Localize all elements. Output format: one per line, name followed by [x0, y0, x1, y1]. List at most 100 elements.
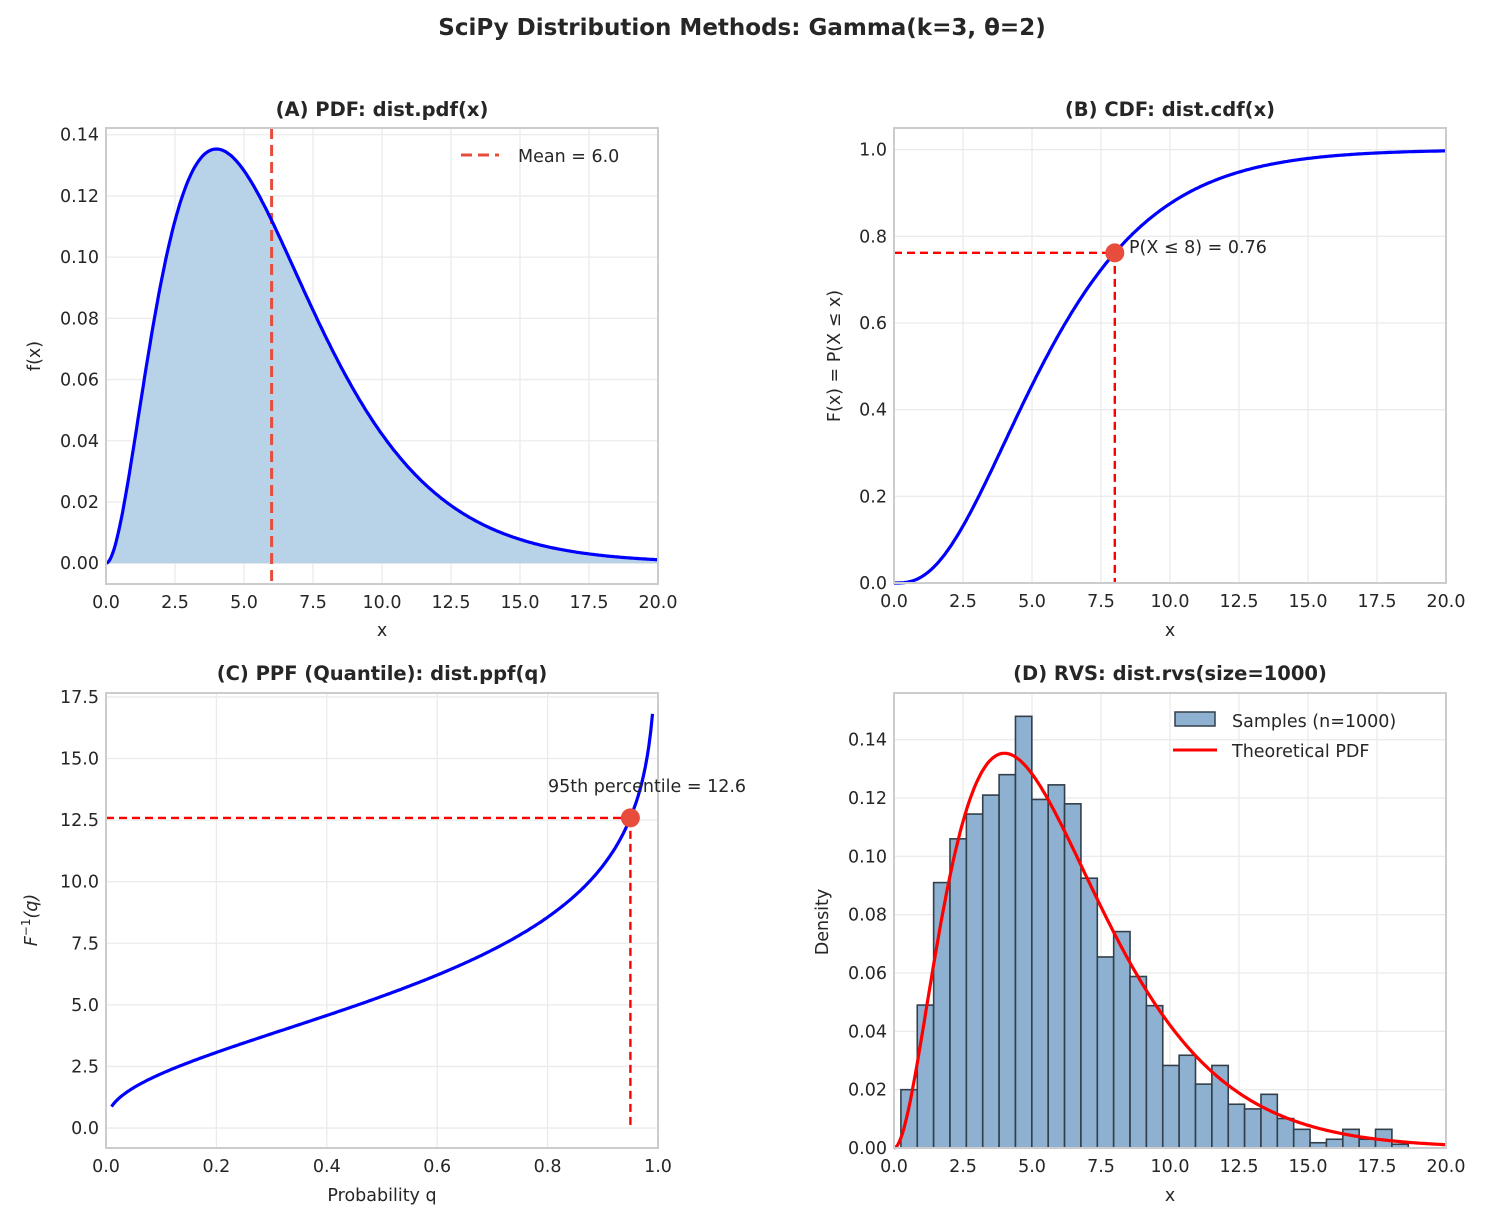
histogram-bar	[1047, 784, 1066, 1149]
panel-b-title: (B) CDF: dist.cdf(x)	[1065, 98, 1275, 121]
panel-b-annotation: P(X ≤ 8) = 0.76	[1129, 238, 1267, 258]
panel-c-ytick-label: 10.0	[60, 873, 99, 893]
panel-b-xtick-label: 20.0	[1427, 592, 1466, 612]
panel-b-xtick-label: 2.5	[949, 592, 977, 612]
histogram-bar	[900, 1088, 919, 1149]
panel-b-ylabel: F(x) = P(X ≤ x)	[825, 290, 845, 422]
panel-a-xtick-label: 17.5	[570, 593, 609, 613]
histogram-bar	[1063, 803, 1082, 1149]
panel-c-title: (C) PPF (Quantile): dist.ppf(q)	[217, 662, 548, 685]
panel-c-ytick-label: 2.5	[71, 1057, 99, 1077]
histogram-bar	[916, 1004, 935, 1149]
panel-c-axes-frame	[105, 692, 659, 1149]
histogram-bar	[1145, 1004, 1164, 1149]
panel-c-grid	[105, 693, 659, 1148]
histogram-bar	[965, 813, 984, 1149]
panel-c-xtick-label: 0.6	[423, 1157, 451, 1177]
panel-c-xticks: 0.0 0.2 0.4 0.6 0.8 1.0	[92, 1157, 672, 1177]
theoretical-pdf-curve	[893, 751, 1447, 1150]
panel-d-xtick-label: 10.0	[1151, 1157, 1190, 1177]
panel-b-ytick-label: 0.4	[859, 401, 887, 421]
panel-b-xtick-label: 17.5	[1358, 592, 1397, 612]
histogram-bar	[1080, 877, 1099, 1149]
panel-c-xtick-label: 0.2	[202, 1157, 230, 1177]
histogram-bar	[1227, 1103, 1246, 1149]
panel-c-ylabel-arg: (q)	[22, 894, 42, 919]
histogram-bar	[1129, 975, 1148, 1149]
histogram-bar	[1276, 1117, 1295, 1149]
panel-a-xtick-label: 20.0	[639, 593, 678, 613]
histogram-bar	[1031, 798, 1050, 1149]
panel-a-ytick-label: 0.06	[60, 371, 99, 391]
histogram-bar	[1178, 1054, 1197, 1149]
panel-d-ytick-label: 0.10	[848, 847, 887, 867]
panel-d-ytick-label: 0.06	[848, 964, 887, 984]
panel-d-ytick-label: 0.08	[848, 906, 887, 926]
histogram-bar	[949, 838, 968, 1149]
panel-a-ytick-label: 0.04	[60, 432, 99, 452]
panel-c-xtick-label: 0.0	[92, 1157, 120, 1177]
panel-d-ytick-label: 0.12	[848, 789, 887, 809]
cdf-curve	[894, 149, 1446, 585]
panel-b-grid	[893, 128, 1447, 584]
panel-a-yticks: 0.00 0.02 0.04 0.06 0.08 0.10 0.12 0.14	[60, 126, 99, 574]
panel-c-ppf: (C) PPF (Quantile): dist.ppf(q) 0.0 0.2 0.…	[19, 662, 746, 1206]
panel-b-xtick-label: 12.5	[1220, 592, 1259, 612]
pdf-curve	[105, 147, 659, 565]
panel-b-xticks: 0.0 2.5 5.0 7.5 10.0 12.5 15.0 17.5 20.0	[880, 592, 1465, 612]
panel-c-ytick-label: 15.0	[60, 750, 99, 770]
panel-a-ytick-label: 0.02	[60, 493, 99, 513]
panel-d-marks	[893, 715, 1447, 1150]
panel-c-xtick-label: 1.0	[644, 1157, 672, 1177]
panel-d-xtick-label: 15.0	[1289, 1157, 1328, 1177]
panel-b-ytick-label: 0.0	[859, 574, 887, 594]
panel-d-ytick-label: 0.14	[848, 731, 887, 751]
pdf-area-fill	[106, 149, 658, 564]
panel-d-ytick-label: 0.04	[848, 1022, 887, 1042]
panel-d-xtick-label: 20.0	[1427, 1157, 1466, 1177]
cdf-point-marker	[1105, 243, 1125, 263]
histogram-bar	[1161, 1064, 1180, 1149]
ppf-point-marker	[620, 808, 640, 828]
panel-a-xtick-label: 7.5	[299, 593, 327, 613]
figure-title: SciPy Distribution Methods: Gamma(k=3, θ…	[438, 15, 1045, 41]
panel-c-xlabel: Probability q	[327, 1186, 436, 1206]
panel-d-axes-frame	[893, 692, 1447, 1149]
panel-b-xtick-label: 7.5	[1087, 592, 1115, 612]
panel-d-xtick-label: 2.5	[949, 1157, 977, 1177]
panel-d-ytick-label: 0.02	[848, 1081, 887, 1101]
panel-a-xlabel: x	[377, 621, 387, 641]
panel-c-xtick-label: 0.4	[313, 1157, 341, 1177]
histogram-bar	[1194, 1083, 1213, 1149]
panel-d-yticks: 0.00 0.02 0.04 0.06 0.08 0.10 0.12 0.14	[848, 731, 887, 1159]
panel-b-yticks: 0.0 0.2 0.4 0.6 0.8 1.0	[859, 141, 887, 594]
panel-c-ytick-label: 12.5	[60, 811, 99, 831]
legend-samples-swatch	[1174, 711, 1216, 727]
panel-b-ytick-label: 0.2	[859, 487, 887, 507]
panel-a-ytick-label: 0.08	[60, 309, 99, 329]
panel-d-xtick-label: 5.0	[1018, 1157, 1046, 1177]
panel-a-axes-frame	[105, 127, 659, 585]
histogram-bar	[1292, 1128, 1311, 1149]
panel-b-xtick-label: 10.0	[1151, 592, 1190, 612]
panel-b-xtick-label: 0.0	[880, 592, 908, 612]
histogram-bar	[1358, 1138, 1377, 1149]
panel-d-xtick-label: 17.5	[1358, 1157, 1397, 1177]
panel-c-ytick-label: 5.0	[71, 996, 99, 1016]
legend-samples-label: Samples (n=1000)	[1232, 712, 1396, 732]
panel-b-ytick-label: 0.8	[859, 227, 887, 247]
panel-d-legend: Samples (n=1000) Theoretical PDF	[1173, 711, 1396, 762]
panel-d-xtick-label: 12.5	[1220, 1157, 1259, 1177]
panel-d-xtick-label: 7.5	[1087, 1157, 1115, 1177]
panel-b-ytick-label: 1.0	[859, 141, 887, 161]
histogram-bar	[998, 773, 1017, 1149]
panel-a-xtick-label: 0.0	[92, 593, 120, 613]
panel-a-xtick-label: 15.0	[501, 593, 540, 613]
panel-a-ytick-label: 0.12	[60, 187, 99, 207]
panel-d-rvs: (D) RVS: dist.rvs(size=1000) 0.0 2.5 5.0 7.…	[813, 662, 1465, 1206]
panel-d-xlabel: x	[1165, 1186, 1175, 1206]
histogram-bar	[1112, 930, 1131, 1149]
panel-b-xtick-label: 15.0	[1289, 592, 1328, 612]
panel-a-legend: Mean = 6.0	[461, 147, 619, 167]
panel-d-title: (D) RVS: dist.rvs(size=1000)	[1013, 662, 1327, 685]
